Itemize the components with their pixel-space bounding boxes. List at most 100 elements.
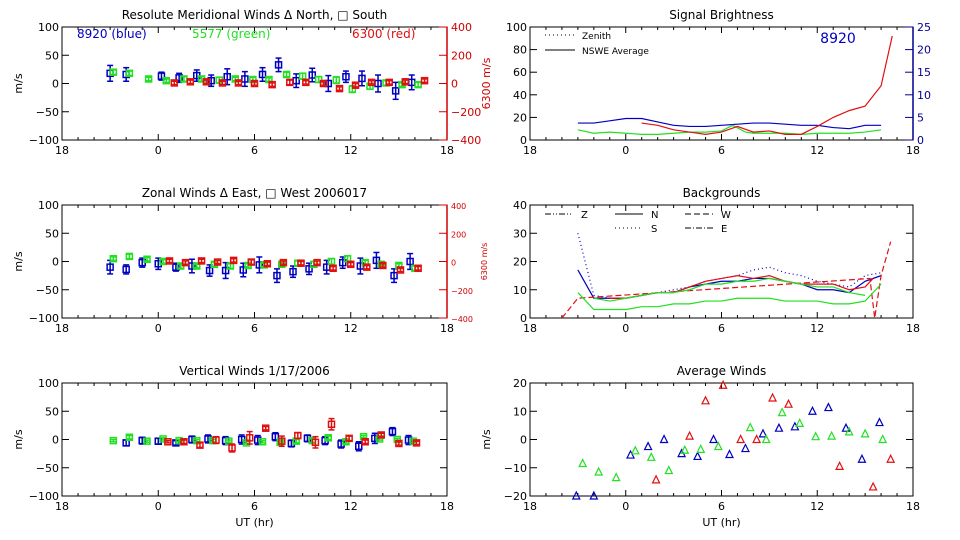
data-point-triangle xyxy=(646,451,656,461)
data-point-square xyxy=(363,263,371,271)
y-tick-label: 10 xyxy=(513,405,527,418)
y-tick-label: −100 xyxy=(29,134,59,147)
y-tick-label: 100 xyxy=(38,377,59,390)
data-point-triangle xyxy=(758,428,768,438)
chart-average: Average Winds 18 0 6 12 18 UT (hr) 20 10 0 −10 −20 m… xyxy=(480,364,920,529)
y-tick-label: 50 xyxy=(45,405,59,418)
data-point-square xyxy=(372,256,381,265)
data-point-square xyxy=(258,438,267,446)
x-tick-label: 18 xyxy=(906,322,920,335)
y2-tick-label: 15 xyxy=(917,66,931,79)
data-point-square xyxy=(239,266,248,274)
data-point-square xyxy=(197,257,206,265)
data-point-square xyxy=(143,437,151,445)
y-axis-label: m/s xyxy=(480,429,493,449)
x-tick-label: 6 xyxy=(718,500,725,513)
x-tick-label: 12 xyxy=(810,322,824,335)
y2-axis-label: 6300 m/s xyxy=(480,243,489,281)
data-point-square xyxy=(245,434,254,442)
data-point-square xyxy=(228,444,236,452)
data-point-square xyxy=(186,78,195,86)
y2-tick-label: 10 xyxy=(917,89,931,102)
y-tick-label: 60 xyxy=(513,66,527,79)
x-axis-label: UT (hr) xyxy=(235,516,273,529)
series-line-8920 xyxy=(577,117,882,130)
y-tick-label: −20 xyxy=(504,490,527,503)
y-tick-label: 50 xyxy=(45,227,59,240)
data-point-square xyxy=(332,76,341,84)
plot-frame xyxy=(529,382,914,497)
data-point-square xyxy=(390,271,398,280)
data-point-triangle xyxy=(868,481,878,491)
data-point-triangle xyxy=(886,453,896,463)
y-tick-label: −50 xyxy=(36,284,59,297)
chart-vertical: Vertical Winds 1/17/2006 18 0 6 12 18 UT (hr) 1… xyxy=(12,364,454,529)
data-point-square xyxy=(361,438,369,446)
data-point-square xyxy=(213,258,222,266)
data-point-square xyxy=(297,259,305,267)
x-tick-label: 0 xyxy=(622,322,629,335)
data-point-square xyxy=(193,262,201,270)
series-line-5577-N xyxy=(577,283,882,311)
y-tick-label: 100 xyxy=(506,21,527,34)
data-point-square xyxy=(234,79,243,87)
y-tick-label: 50 xyxy=(45,49,59,62)
y-tick-label: −10 xyxy=(504,462,527,475)
data-point-square xyxy=(255,261,264,269)
series-line-8920-S xyxy=(577,233,882,299)
data-point-square xyxy=(218,79,227,87)
data-point-square xyxy=(180,438,188,446)
data-point-triangle xyxy=(774,422,784,432)
data-point-square xyxy=(109,68,118,76)
data-point-triangle xyxy=(752,434,762,444)
data-point-square xyxy=(276,438,284,447)
data-point-square xyxy=(414,264,422,273)
data-point-square xyxy=(379,261,387,270)
y2-tick-label: −400 xyxy=(451,134,481,147)
data-point-square xyxy=(313,258,321,267)
x-tick-label: 0 xyxy=(155,144,162,157)
y-tick-label: 40 xyxy=(513,89,527,102)
y-tick-label: 0 xyxy=(52,256,59,269)
y-tick-label: 10 xyxy=(513,284,527,297)
data-point-square xyxy=(109,254,118,263)
data-point-square xyxy=(229,256,238,265)
y2-tick-label: 200 xyxy=(451,230,466,239)
x-tick-label: 0 xyxy=(155,322,162,335)
data-point-square xyxy=(157,72,166,80)
data-point-square xyxy=(165,257,174,265)
data-point-square xyxy=(170,79,179,87)
x-tick-label: 0 xyxy=(622,144,629,157)
data-point-triangle xyxy=(740,443,750,453)
data-point-triangle xyxy=(736,434,746,444)
chart-title: Zonal Winds Δ East, □ West 2006017 xyxy=(142,186,367,200)
data-point-triangle xyxy=(745,422,755,432)
y-tick-label: 20 xyxy=(513,256,527,269)
data-point-square xyxy=(125,433,134,441)
x-tick-label: 18 xyxy=(906,500,920,513)
x-tick-label: 18 xyxy=(523,500,537,513)
x-tick-label: 6 xyxy=(718,144,725,157)
x-tick-label: 18 xyxy=(523,144,537,157)
data-point-square xyxy=(327,420,336,428)
data-point-square xyxy=(268,80,276,89)
x-tick-label: 6 xyxy=(251,144,258,157)
data-point-triangle xyxy=(857,453,867,463)
data-point-square xyxy=(385,78,393,87)
data-point-triangle xyxy=(696,444,706,453)
data-point-square xyxy=(355,442,363,451)
y2-tick-label: 0 xyxy=(917,134,924,147)
data-point-square xyxy=(212,436,220,444)
data-point-square xyxy=(319,79,328,88)
data-point-square xyxy=(286,78,294,87)
data-point-triangle xyxy=(651,474,661,484)
data-point-square xyxy=(311,438,320,447)
data-point-square xyxy=(106,263,114,271)
data-point-triangle xyxy=(718,379,728,389)
data-point-triangle xyxy=(768,392,778,402)
data-point-triangle xyxy=(659,434,669,444)
data-point-square xyxy=(329,264,337,273)
x-tick-label: 12 xyxy=(344,144,358,157)
y-tick-label: −100 xyxy=(29,312,59,325)
